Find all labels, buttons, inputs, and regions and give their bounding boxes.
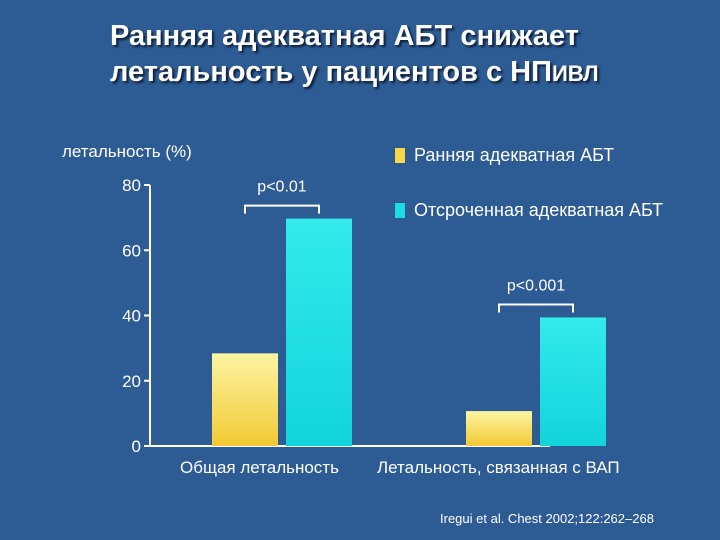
chart-title: Ранняя адекватная АБТ снижает летальност… [110,18,599,92]
bar-early [212,353,278,446]
category-label: Общая летальность [180,458,339,477]
legend-item-delayed: Отсроченная адекватная АБТ [395,200,663,221]
bar-delayed [540,317,606,446]
y-tick-label: 60 [122,241,141,260]
title-line-2-main: летальность у пациентов с НП [110,56,552,88]
legend-label-early: Ранняя адекватная АБТ [414,145,615,165]
title-subscript: ИВЛ [551,61,599,86]
y-tick-label: 0 [132,437,141,456]
significance-bracket [498,303,574,313]
significance-bracket [244,204,320,214]
legend-swatch-delayed [395,203,405,218]
bar-delayed [286,218,352,446]
y-axis-label: летальность (%) [62,142,192,161]
title-line-2: летальность у пациентов с НПИВЛ [110,54,599,92]
bar-early [466,411,532,446]
legend-label-delayed: Отсроченная адекватная АБТ [414,200,664,220]
title-line-1: Ранняя адекватная АБТ снижает [110,20,579,52]
legend-item-early: Ранняя адекватная АБТ [395,145,614,166]
y-tick-label: 20 [122,372,141,391]
legend-swatch-early [395,148,405,163]
y-tick-label: 80 [122,176,141,195]
citation: Iregui et al. Chest 2002;122:262–268 [440,511,654,526]
p-value-label: p<0.01 [257,179,306,196]
p-value-label: p<0.001 [507,277,565,294]
y-tick-label: 40 [122,307,141,326]
category-label: Летальность, связанная с ВАП [377,458,620,477]
